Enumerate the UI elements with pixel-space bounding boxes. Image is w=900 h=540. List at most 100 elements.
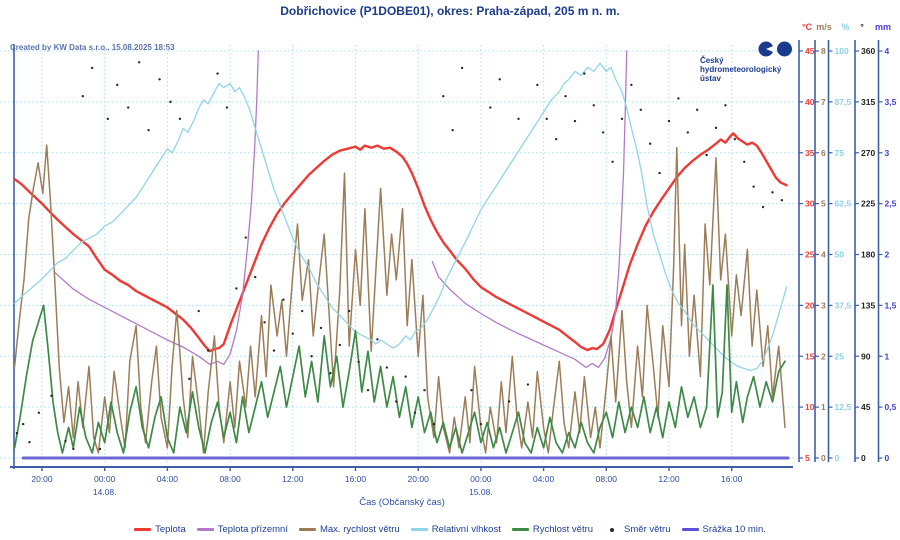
y-tick-label: 2,5 <box>885 199 897 209</box>
wind-direction-dot <box>329 372 332 375</box>
wind-direction-dot <box>116 83 119 87</box>
y-tick-label: 5 <box>821 199 826 209</box>
wind-direction-dot <box>564 95 567 98</box>
wind-direction-dot <box>301 309 304 313</box>
wind-direction-dot <box>178 117 182 121</box>
y-tick-label: 75 <box>835 148 845 158</box>
series-teplota-p-zemn- <box>431 50 628 369</box>
axis-unit-label: mm <box>875 22 891 32</box>
wind-direction-dot <box>253 275 257 279</box>
axis-unit-label: °C <box>802 22 813 32</box>
wind-direction-dot <box>451 128 454 132</box>
legend-item: Max. rychlost větru <box>298 524 400 535</box>
wind-direction-dot <box>545 117 548 121</box>
legend-line-marker <box>410 528 428 531</box>
wind-direction-dot <box>573 119 577 123</box>
y-tick-label: 2 <box>821 351 826 361</box>
wind-direction-dot <box>225 106 229 109</box>
legend-line-marker <box>134 528 152 531</box>
wind-direction-dot <box>244 236 247 239</box>
wind-direction-dot <box>658 171 661 175</box>
wind-direction-dot <box>413 411 417 414</box>
wind-direction-dot <box>470 388 473 392</box>
legend-item: Rychlost větru <box>511 524 593 535</box>
y-tick-label: 2 <box>885 250 890 260</box>
legend-item: Směr větru <box>604 524 671 535</box>
wind-direction-dot <box>98 447 102 451</box>
y-tick-label: 6 <box>821 148 826 158</box>
wind-direction-dot <box>648 142 652 145</box>
wind-direction-dot <box>554 137 558 141</box>
wind-direction-dot <box>761 205 765 209</box>
date-label: 14.08. <box>93 487 117 497</box>
wind-direction-dot <box>733 137 737 141</box>
y-tick-label: 90 <box>861 351 871 361</box>
x-tick-label: 04:00 <box>533 474 555 484</box>
y-tick-label: 45 <box>805 46 815 56</box>
wind-direction-dot <box>197 309 200 313</box>
wind-direction-dot <box>319 326 323 330</box>
series-relativn-vlhkost <box>13 62 788 372</box>
wind-direction-dot <box>50 394 53 398</box>
wind-direction-dot <box>780 199 784 202</box>
wind-direction-dot <box>404 375 407 378</box>
x-tick-label: 20:00 <box>31 474 53 484</box>
y-tick-label: 135 <box>861 300 875 310</box>
wind-direction-dot <box>366 388 370 392</box>
wind-direction-dot <box>620 117 624 121</box>
wind-direction-dot <box>752 185 755 188</box>
legend-line-marker <box>511 528 529 531</box>
series-teplota-p-zemn- <box>53 50 259 366</box>
x-tick-label: 00:00 <box>470 474 492 484</box>
wind-direction-dot <box>158 78 161 81</box>
wind-direction-dot <box>310 355 313 358</box>
legend-label: Teplota <box>155 524 186 535</box>
wind-direction-dot <box>460 66 464 70</box>
axis-unit-label: % <box>841 22 849 32</box>
chmi-logo-line3: ústav <box>700 74 721 84</box>
series-rychlost-v-tru <box>13 284 786 454</box>
y-tick-label: 20 <box>805 300 815 310</box>
wind-direction-dot <box>536 83 539 87</box>
y-tick-label: 0 <box>835 453 840 463</box>
wind-direction-dot <box>188 377 191 381</box>
x-tick-label: 08:00 <box>219 474 241 484</box>
chmi-logo-text: Český hydrometeorologický ústav <box>700 56 781 84</box>
series-teplota <box>13 132 788 353</box>
wind-direction-dot <box>583 72 586 75</box>
axis-unit-label: ° <box>860 22 864 32</box>
y-tick-label: 25 <box>805 250 815 260</box>
y-tick-label: 30 <box>805 199 815 209</box>
legend-line-marker <box>681 528 699 531</box>
wind-direction-dot <box>64 439 67 443</box>
x-tick-label: 08:00 <box>596 474 618 484</box>
wind-direction-dot <box>37 411 41 414</box>
wind-direction-dot <box>517 117 520 121</box>
wind-direction-dot <box>28 440 31 444</box>
wind-direction-dot <box>376 338 379 341</box>
y-tick-label: 87,5 <box>835 97 852 107</box>
wind-direction-dot <box>137 61 141 64</box>
legend-item: Relativní vlhkost <box>410 524 501 535</box>
y-tick-label: 4 <box>885 46 890 56</box>
y-tick-label: 7 <box>821 97 826 107</box>
legend-line-marker <box>298 528 316 531</box>
wind-direction-dot <box>677 97 680 100</box>
x-axis-title: Čas (Občanský čas) <box>359 497 445 508</box>
legend-item: Srážka 10 min. <box>681 524 766 535</box>
wind-direction-dot <box>639 108 642 111</box>
y-tick-label: 360 <box>861 46 875 56</box>
y-tick-label: 315 <box>861 97 875 107</box>
wind-direction-dot <box>127 106 130 109</box>
y-tick-label: 1 <box>821 402 826 412</box>
y-tick-label: 0 <box>885 453 890 463</box>
y-tick-label: 1 <box>885 351 890 361</box>
wind-direction-dot <box>169 100 172 104</box>
y-tick-label: 1,5 <box>885 300 897 310</box>
wind-direction-dot <box>385 366 389 369</box>
y-tick-label: 3 <box>821 300 826 310</box>
y-tick-label: 0 <box>821 453 826 463</box>
wind-direction-dot <box>206 349 210 352</box>
